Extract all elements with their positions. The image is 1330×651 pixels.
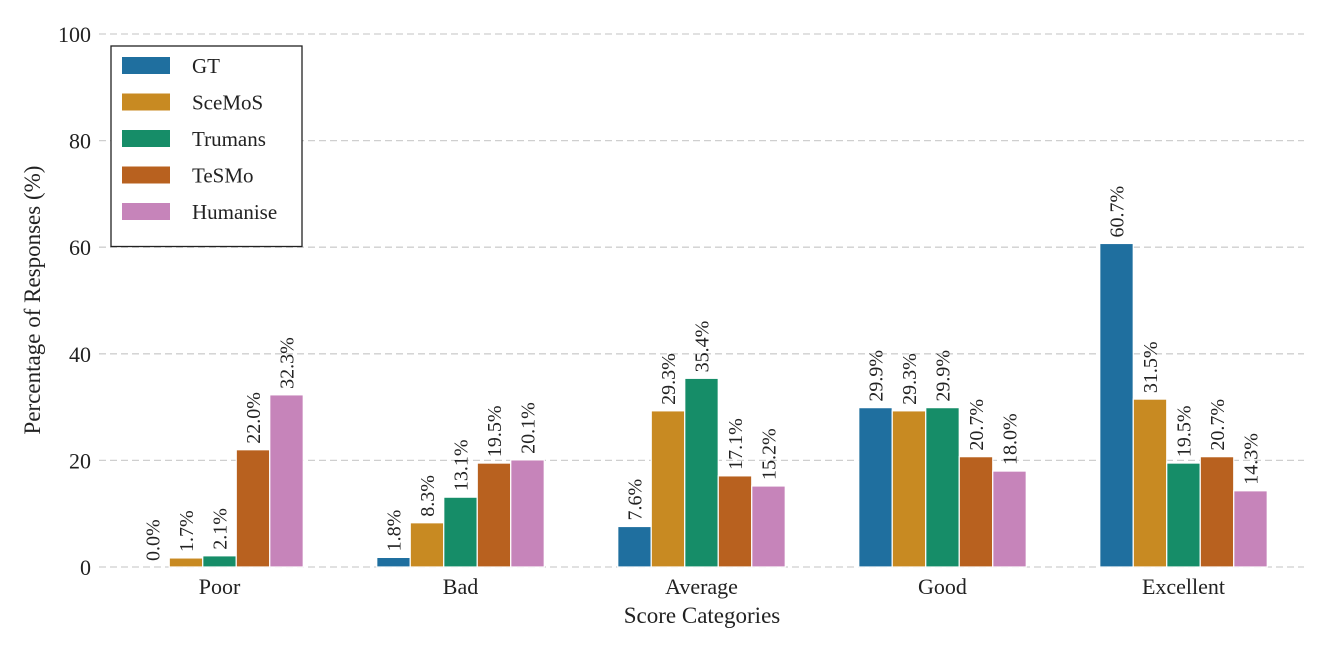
bar-trumans-excellent — [1166, 462, 1201, 568]
legend-label-scemos: SceMoS — [192, 91, 263, 115]
bar-trumans-poor — [202, 555, 237, 568]
data-label: 0.0% — [143, 519, 165, 561]
bar-gt-average — [617, 525, 652, 568]
bar-humanise-good — [992, 470, 1027, 568]
data-label: 22.0% — [243, 392, 265, 444]
bar-humanise-excellent — [1233, 490, 1268, 568]
x-tick-label: Excellent — [1142, 574, 1225, 599]
y-axis-title: Percentage of Responses (%) — [20, 166, 45, 435]
legend-label-humanise: Humanise — [192, 200, 277, 224]
legend-label-tesmo: TeSMo — [192, 164, 254, 188]
data-label: 29.9% — [933, 350, 955, 402]
x-tick-label: Poor — [199, 574, 241, 599]
data-label: 19.5% — [1174, 405, 1196, 457]
y-tick-label: 60 — [69, 235, 91, 260]
data-label: 1.7% — [176, 510, 198, 552]
data-label: 7.6% — [625, 479, 647, 521]
bar-scemos-good — [891, 410, 927, 568]
bar-gt-bad — [376, 556, 411, 568]
y-tick-label: 80 — [69, 129, 91, 154]
data-label: 60.7% — [1107, 186, 1129, 238]
bar-tesmo-excellent — [1199, 456, 1235, 568]
y-tick-label: 100 — [58, 22, 91, 47]
bar-gt-excellent — [1099, 242, 1134, 568]
bar-scemos-excellent — [1132, 398, 1168, 568]
bar-trumans-good — [925, 407, 960, 568]
data-label: 20.1% — [518, 402, 540, 454]
bar-tesmo-good — [958, 456, 994, 568]
legend-swatch-trumans — [122, 130, 170, 147]
data-label: 20.7% — [966, 399, 988, 451]
legend-swatch-humanise — [122, 203, 170, 220]
bars — [168, 242, 1268, 568]
bar-humanise-average — [751, 485, 786, 568]
data-label: 35.4% — [692, 321, 714, 373]
bar-tesmo-poor — [235, 449, 271, 568]
data-label: 14.3% — [1241, 433, 1263, 485]
data-label: 29.3% — [658, 353, 680, 405]
legend-label-trumans: Trumans — [192, 127, 266, 151]
data-label: 29.9% — [866, 350, 888, 402]
data-label: 18.0% — [1000, 413, 1022, 465]
legend-label-gt: GT — [192, 54, 220, 78]
bar-tesmo-average — [717, 475, 753, 568]
data-label: 20.7% — [1207, 399, 1229, 451]
legend: GT SceMoS Trumans TeSMo Humanise — [110, 45, 303, 248]
data-label: 13.1% — [451, 440, 473, 492]
data-label: 32.3% — [277, 337, 299, 389]
bar-humanise-bad — [510, 459, 545, 568]
data-label: 19.5% — [484, 405, 506, 457]
data-label: 8.3% — [417, 475, 439, 517]
y-tick-label: 20 — [69, 448, 91, 473]
legend-swatch-tesmo — [122, 166, 170, 184]
x-tick-label: Bad — [443, 574, 478, 599]
data-label: 29.3% — [899, 353, 921, 405]
bar-gt-good — [858, 407, 893, 568]
x-tick-label: Good — [918, 574, 967, 599]
data-label: 17.1% — [725, 418, 747, 470]
bar-trumans-bad — [443, 496, 478, 568]
bar-tesmo-bad — [476, 462, 512, 568]
y-tick-label: 0 — [80, 555, 91, 580]
bar-humanise-poor — [269, 394, 304, 568]
x-axis-title: Score Categories — [624, 603, 781, 628]
legend-swatch-gt — [122, 57, 170, 74]
legend-swatch-scemos — [122, 93, 170, 111]
data-label: 2.1% — [210, 508, 232, 550]
x-tick-label: Average — [665, 574, 738, 599]
data-label: 1.8% — [384, 510, 406, 552]
y-tick-label: 40 — [69, 342, 91, 367]
bar-scemos-bad — [409, 522, 445, 568]
bar-scemos-poor — [168, 557, 204, 568]
data-label: 31.5% — [1140, 341, 1162, 393]
bar-trumans-average — [684, 377, 719, 568]
data-labels: 0.0% 1.7% 2.1% 22.0% 32.3% 1.8% 8.3% 13.1% 19.5%… — [143, 186, 1263, 561]
data-label: 15.2% — [759, 428, 781, 480]
axes: 0 20 40 60 80 100 Poor Bad Average Good Excellent — [58, 22, 1225, 599]
bar-scemos-average — [650, 410, 686, 568]
